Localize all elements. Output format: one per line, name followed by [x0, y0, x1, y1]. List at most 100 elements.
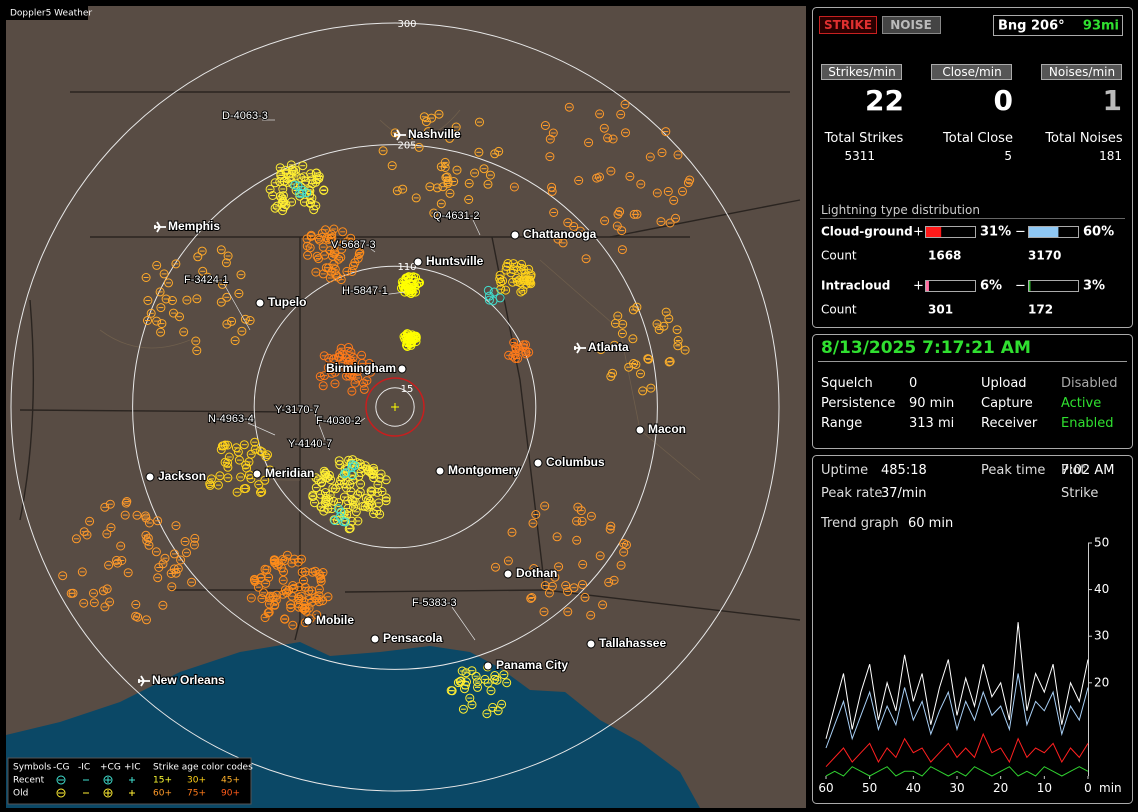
strike-marker: [619, 539, 629, 548]
datetime: 8/13/2025 7:17:21 AM: [821, 338, 1031, 358]
strike-marker: [192, 294, 202, 304]
strike-marker: [436, 199, 446, 209]
distance: 93mi: [1083, 19, 1119, 34]
strike-marker: [353, 373, 363, 383]
strike-marker: [353, 367, 363, 376]
strike-marker: [265, 465, 275, 475]
strike-marker: [169, 308, 178, 318]
strike-marker: [381, 475, 391, 485]
strike-marker: [392, 186, 402, 196]
strike-marker: [89, 588, 98, 598]
strike-marker: [586, 511, 596, 521]
age-code: 90+: [221, 789, 240, 799]
total-label: Total Noises: [1044, 131, 1123, 146]
strike-marker: [335, 512, 345, 522]
strike-marker: [299, 576, 308, 585]
strike-marker: [366, 486, 376, 496]
strike-marker: [636, 179, 646, 189]
city-label: Jackson: [158, 469, 206, 483]
strike-marker: [678, 186, 687, 196]
strike-marker: [293, 557, 303, 567]
strike-marker: [524, 347, 534, 357]
strike-marker: [187, 577, 197, 587]
strike-marker: [263, 450, 272, 460]
strike-marker: [197, 246, 207, 256]
strike-marker: [509, 338, 519, 347]
setting-label: Persistence: [821, 396, 895, 411]
strike-marker: [620, 99, 630, 109]
strike-marker: [346, 238, 356, 248]
strike-marker: [237, 326, 247, 336]
strike-marker: [664, 357, 674, 367]
strike-marker: [261, 578, 271, 588]
rate-label: Close/min: [942, 65, 1001, 79]
strike-marker: [513, 354, 523, 363]
storm-label: V-5687-3: [331, 239, 376, 251]
city-dot: [255, 298, 265, 308]
strike-marker: [664, 314, 674, 324]
strike-marker: [564, 102, 574, 112]
label-layer: Nashville Memphis Chattanooga Huntsville Tup…: [138, 109, 687, 688]
airport-icon: [154, 221, 166, 233]
strike-marker: [166, 569, 176, 578]
strike-marker: [274, 559, 284, 569]
strike-marker: [143, 316, 152, 325]
strike-marker: [615, 207, 625, 217]
noise-button[interactable]: [882, 16, 941, 34]
strike-marker: [436, 162, 446, 172]
strike-marker: [610, 318, 620, 328]
strike-marker: [260, 475, 270, 485]
strike-marker: [617, 245, 627, 255]
strike-marker: [213, 480, 223, 490]
strike-marker: [342, 353, 352, 363]
rate-label-box: [1041, 64, 1122, 80]
strike-marker: [123, 568, 133, 578]
strike-marker: [120, 510, 130, 520]
strike-marker: [312, 251, 322, 261]
strike-marker: [131, 600, 141, 609]
setting-label: Upload: [981, 376, 1027, 391]
count: 3170: [1028, 249, 1061, 263]
strike-marker: [223, 458, 233, 468]
strike-marker: [344, 343, 353, 352]
strike-marker: [157, 319, 167, 329]
legend-column: +CG: [100, 763, 121, 773]
strike-marker: [302, 234, 312, 244]
strike-marker: [375, 509, 385, 519]
strike-marker: [336, 507, 346, 517]
city-dot: [635, 425, 645, 435]
age-code: 15+: [153, 776, 172, 786]
trend-line: [825, 766, 1089, 777]
legend-header: Symbols: [13, 763, 52, 773]
strike-marker: [280, 556, 290, 566]
strike-marker: [312, 168, 321, 178]
distribution-title: Lightning type distribution: [821, 203, 980, 217]
noise-button-label[interactable]: NOISE: [890, 18, 932, 32]
setting-label: Capture: [981, 396, 1033, 411]
strike-button[interactable]: [819, 16, 877, 34]
strike-marker: [540, 121, 550, 130]
strike-marker: [141, 273, 151, 282]
storm-label: D-4063-3: [222, 110, 268, 122]
strike-marker: [609, 340, 619, 350]
strike-marker: [82, 530, 92, 540]
strike-marker: [545, 152, 555, 162]
strike-marker: [574, 176, 584, 185]
storm-leader: [247, 422, 276, 436]
strike-marker: [484, 295, 494, 305]
strike-marker: [547, 182, 557, 192]
strike-marker: [495, 274, 505, 284]
strike-marker: [334, 254, 344, 264]
strike-marker: [231, 443, 241, 453]
strike-marker: [306, 169, 316, 179]
sign: −: [1015, 279, 1026, 294]
strike-marker: [270, 600, 280, 610]
strike-marker: [474, 147, 484, 157]
strike-marker: [581, 254, 591, 264]
strike-marker: [301, 176, 311, 186]
strike-marker: [406, 340, 416, 350]
strike-button-label[interactable]: STRIKE: [824, 18, 872, 32]
setting-value: 90 min: [909, 396, 954, 411]
y-tick-label: 30: [1094, 629, 1109, 643]
strike-marker: [657, 148, 667, 158]
